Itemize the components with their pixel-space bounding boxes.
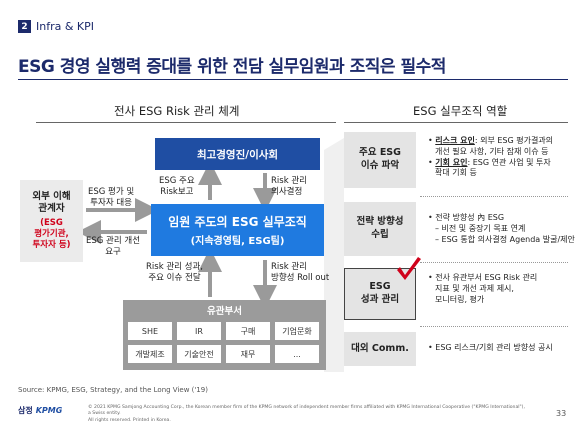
role-comm-desc: • ESG 리스크/기회 관리 방향성 공시	[428, 343, 553, 352]
label-result: Risk 관리 성과, 주요 이슈 전달	[146, 262, 204, 284]
legal-notice: © 2021 KPMG Samjong Accounting Corp., th…	[88, 405, 525, 423]
label-improve: ESG 관리 개선 요구	[86, 236, 141, 258]
role-label-issue: 주요 ESG 이슈 파악	[344, 132, 416, 188]
row-divider	[420, 196, 568, 197]
dept-item: 구매	[226, 322, 270, 340]
related-departments-box: 유관부서 SHE IR 구매 기업문화 개발제조 기술안전 재무 ...	[123, 300, 326, 370]
row-divider	[420, 326, 568, 327]
section-number: 2	[18, 20, 31, 33]
role-strategy-desc: • 전략 방향성 內 ESG – 비전 및 중장기 목표 연계 – ESG 통합…	[428, 213, 575, 244]
left-column-divider	[36, 122, 336, 123]
dept-item: 개발제조	[128, 345, 172, 363]
role-issue-desc: • 리스크 요인: 외부 ESG 평가결과의 개선 필요 사항, 기타 잠재 이…	[428, 136, 554, 178]
row-divider	[420, 262, 568, 263]
role-performance-desc: • 전사 유관부서 ESG Risk 관리 지표 및 개선 과제 제시, 모니터…	[428, 273, 538, 304]
dept-item: 재무	[226, 345, 270, 363]
role-label-comm: 대외 Comm.	[344, 332, 416, 366]
kpmg-logo: 삼정 KPMG	[18, 406, 63, 415]
dept-item: 기업문화	[275, 322, 319, 340]
source-note: Source: KPMG, ESG, Strategy, and the Lon…	[18, 386, 208, 394]
esg-working-group-box: 임원 주도의 ESG 실무조직 (지속경영팀, ESG팀)	[151, 204, 324, 256]
right-column-divider	[344, 122, 568, 123]
role-label-strategy: 전략 방향성 수립	[344, 202, 416, 256]
page-number: 33	[556, 409, 567, 418]
label-rollout: Risk 관리 방향성 Roll out	[271, 262, 330, 284]
right-column-title: ESG 실무조직 역할	[413, 104, 508, 118]
external-stakeholders-box: 외부 이해 관계자 (ESG 평가기관, 투자자 등)	[20, 180, 83, 262]
dept-item: ...	[275, 345, 319, 363]
board-box: 최고경영진/이사회	[155, 138, 320, 170]
headline-divider	[18, 79, 568, 80]
label-report: ESG 주요 Risk보고	[159, 176, 195, 198]
checkmark-icon	[397, 257, 421, 280]
dept-item: IR	[177, 322, 221, 340]
departments-title: 유관부서	[207, 306, 242, 317]
connector-funnel	[324, 138, 344, 372]
left-column-title: 전사 ESG Risk 관리 체계	[114, 104, 240, 118]
section-tag: 2 Infra & KPI	[18, 20, 94, 33]
section-label: Infra & KPI	[36, 20, 95, 33]
dept-item: 기술안전	[177, 345, 221, 363]
dept-item: SHE	[128, 322, 172, 340]
label-eval: ESG 평가 및 투자자 대응	[88, 187, 135, 209]
label-decision: Risk 관리 의사결정	[271, 176, 307, 198]
page-headline: ESG 경영 실행력 증대를 위한 전담 실무임원과 조직은 필수적	[18, 57, 446, 77]
